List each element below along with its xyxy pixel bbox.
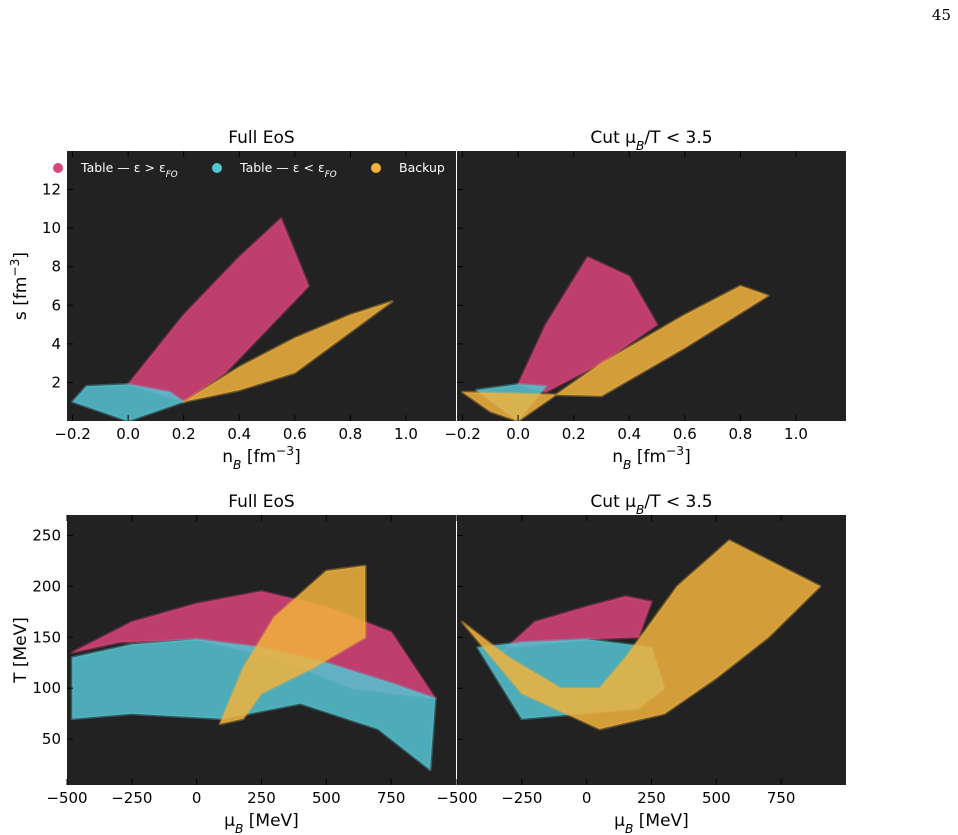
series-region-backup [218, 564, 367, 726]
panel-bottom-left: −500 −250 0 250 500 750 50 100 150 200 250 Full EoS… [11, 492, 456, 835]
x-tick-label: −250 [501, 789, 542, 807]
x-tick-label: 0.0 [506, 425, 530, 443]
x-tick-label: 0.4 [617, 425, 641, 443]
x-tick-label: 1.0 [784, 425, 808, 443]
legend: Table — ε > εFO Table — ε < εFO Backup [53, 160, 445, 180]
x-tick-label: 0.2 [172, 425, 196, 443]
x-axis-label: nB [fm−3] [612, 444, 690, 472]
x-tick-label: 0.8 [728, 425, 752, 443]
x-axis-label: nB [fm−3] [222, 444, 300, 472]
y-tick-label: 100 [32, 679, 61, 697]
y-tick-label: 8 [51, 258, 61, 276]
plot-area-top-right [457, 151, 846, 421]
y-tick-label: 2 [51, 373, 61, 391]
panel-title: Cut μB/T < 3.5 [590, 128, 712, 153]
x-tick-label: −500 [436, 789, 477, 807]
series-region-table-above-fo [126, 217, 311, 404]
page-number: 45 [931, 6, 951, 24]
legend-label: Table — ε > εFO [80, 160, 178, 180]
y-tick-label: 6 [51, 296, 61, 314]
x-tick-label: −0.2 [54, 425, 90, 443]
x-tick-label: −0.2 [444, 425, 480, 443]
x-tick-label: 1.0 [394, 425, 418, 443]
series-region-backup [182, 299, 394, 404]
legend-label: Table — ε < εFO [239, 160, 337, 180]
legend-marker [371, 163, 381, 173]
x-tick-label: −250 [111, 789, 152, 807]
x-tick-label: 500 [702, 789, 731, 807]
x-tick-label: 500 [312, 789, 341, 807]
x-tick-label: 0 [192, 789, 202, 807]
x-tick-label: 0.6 [673, 425, 697, 443]
x-tick-label: 0.2 [562, 425, 586, 443]
x-tick-label: 0.8 [338, 425, 362, 443]
panel-top-left: −0.2 0.0 0.2 0.4 0.6 0.8 1.0 2 4 6 8 10 12 Full EoS nB… [8, 128, 456, 472]
series-region-backup [460, 539, 822, 731]
y-tick-label: 250 [32, 526, 61, 544]
series-region-table-below-fo [71, 382, 186, 421]
x-axis-label: μB [MeV] [224, 811, 299, 835]
panel-title: Full EoS [228, 492, 294, 512]
series-group [70, 564, 437, 772]
legend-marker [212, 163, 222, 173]
panel-title: Full EoS [228, 128, 294, 148]
x-tick-label: 750 [767, 789, 796, 807]
y-tick-label: 12 [42, 181, 61, 199]
x-tick-label: 0.0 [116, 425, 140, 443]
y-tick-label: 200 [32, 577, 61, 595]
x-axis-label: μB [MeV] [614, 811, 689, 835]
panel-title: Cut μB/T < 3.5 [590, 492, 712, 517]
series-region-backup [461, 284, 770, 421]
y-axis-label: s [fm−3] [8, 252, 31, 320]
series-group [71, 217, 394, 421]
y-tick-label: 150 [32, 628, 61, 646]
x-tick-label: 0 [582, 789, 592, 807]
y-tick-label: 4 [51, 335, 61, 353]
panel-bottom-right: −500 −250 0 250 500 750 Cut μB/T < 3.5 μB [MeV] [436, 492, 846, 835]
x-tick-label: 250 [247, 789, 276, 807]
y-axis-label: T [MeV] [11, 617, 31, 684]
series-group [460, 539, 822, 731]
x-tick-label: 0.4 [227, 425, 251, 443]
panel-top-right: −0.2 0.0 0.2 0.4 0.6 0.8 1.0 Cut μB/T < 3.5 nB [… [444, 128, 846, 472]
series-group [461, 255, 770, 421]
y-tick-label: 10 [42, 219, 61, 237]
x-tick-label: 750 [377, 789, 406, 807]
legend-marker [53, 163, 63, 173]
y-tick-label: 50 [42, 730, 61, 748]
series-region-table-above-fo [516, 255, 659, 394]
x-tick-label: −500 [46, 789, 87, 807]
legend-label: Backup [399, 160, 445, 175]
x-tick-label: 0.6 [283, 425, 307, 443]
x-tick-label: 250 [637, 789, 666, 807]
